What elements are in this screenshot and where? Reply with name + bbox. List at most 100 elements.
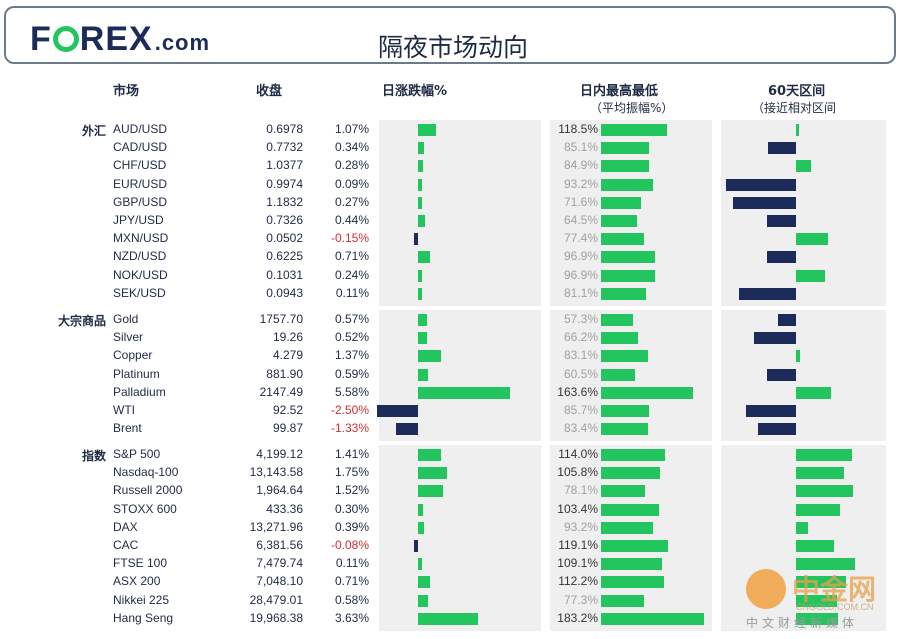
watermark-brand: 中金网 — [792, 573, 877, 606]
market-name: Brent — [113, 421, 142, 436]
table-row[interactable]: Nikkei 225 28,479.01 0.58% 77.3% — [0, 593, 903, 611]
range-value: 78.1% — [563, 483, 598, 498]
range60-bar — [796, 269, 826, 282]
table-row[interactable]: FTSE 100 7,479.74 0.11% 109.1% — [0, 556, 903, 574]
market-name: CHF/USD — [113, 158, 167, 173]
watermark-url: CNGOLD.COM.CN — [796, 602, 874, 612]
change-bar — [418, 124, 436, 136]
table-row[interactable]: NZD/USD 0.6225 0.71% 96.9% — [0, 249, 903, 267]
range60-bar — [796, 233, 828, 246]
table-row[interactable]: 外汇 AUD/USD 0.6978 1.07% 118.5% — [0, 122, 903, 140]
change-bar — [414, 233, 418, 246]
range60-bar — [766, 215, 796, 227]
close-value: 4,199.12 — [256, 447, 303, 461]
header-banner: F REX.com 隔夜市场动向 — [4, 6, 896, 64]
table-row[interactable]: WTI 92.52 -2.50% 85.7% — [0, 403, 903, 421]
market-name: S&P 500 — [113, 447, 161, 461]
range60-bar — [754, 332, 796, 345]
change-bar — [418, 558, 422, 571]
range60-bar — [796, 485, 854, 498]
range-bar — [601, 287, 647, 300]
market-name: Gold — [113, 312, 139, 326]
change-value: 0.30% — [334, 501, 369, 516]
range-value: 114.0% — [558, 447, 598, 461]
panel-p60-1 — [721, 310, 886, 442]
change-bar — [418, 594, 428, 607]
change-value: 0.71% — [334, 249, 369, 264]
range60-bar — [768, 142, 796, 155]
table-row[interactable]: Russell 2000 1,964.64 1.52% 78.1% — [0, 483, 903, 501]
change-value: 3.63% — [334, 610, 369, 625]
market-name: FTSE 100 — [113, 556, 168, 571]
market-name: CAD/USD — [113, 140, 168, 155]
range60-bar — [796, 467, 844, 480]
table-row[interactable]: JPY/USD 0.7326 0.44% 64.5% — [0, 213, 903, 231]
range-value: 96.9% — [563, 249, 598, 264]
market-name: WTI — [113, 403, 135, 417]
change-value: -1.33% — [330, 421, 369, 436]
close-value: 99.87 — [272, 421, 303, 436]
range-bar — [601, 540, 668, 552]
table-row[interactable]: EUR/USD 0.9974 0.09% 93.2% — [0, 177, 903, 195]
range-bar — [601, 332, 639, 345]
table-row[interactable]: 大宗商品 Gold 1757.70 0.57% 57.3% — [0, 312, 903, 330]
range-value: 112.2% — [558, 574, 598, 589]
watermark-tagline: 中文财经新媒体 — [746, 616, 859, 630]
table-row[interactable]: NOK/USD 0.1031 0.24% 96.9% — [0, 268, 903, 286]
table-row[interactable]: CHF/USD 1.0377 0.28% 84.9% — [0, 158, 903, 176]
range-value: 60.5% — [563, 366, 598, 381]
range-value: 66.2% — [563, 330, 598, 345]
table-row[interactable]: Nasdaq-100 13,143.58 1.75% 105.8% — [0, 465, 903, 483]
change-bar — [418, 503, 423, 516]
table-row[interactable]: ASX 200 7,048.10 0.71% 112.2% — [0, 574, 903, 592]
table-row[interactable]: 指数 S&P 500 4,199.12 1.41% 114.0% — [0, 447, 903, 465]
range-bar — [601, 594, 645, 607]
table-row[interactable]: Silver 19.26 0.52% 66.2% — [0, 330, 903, 348]
range60-bar — [796, 386, 831, 399]
range-value: 77.4% — [563, 231, 598, 246]
range-bar — [601, 160, 649, 173]
table-row[interactable]: STOXX 600 433.36 0.30% 103.4% — [0, 502, 903, 520]
range-bar — [601, 124, 668, 136]
range-value: 77.3% — [563, 592, 598, 607]
market-name: JPY/USD — [113, 213, 164, 227]
change-bar — [418, 576, 430, 589]
range-bar — [601, 142, 649, 155]
table-row[interactable]: Hang Seng 19,968.38 3.63% 183.2% — [0, 611, 903, 629]
range60-bar — [796, 558, 855, 571]
range-bar — [601, 612, 704, 625]
close-value: 13,271.96 — [249, 519, 303, 534]
table-row[interactable]: CAC 6,381.56 -0.08% 119.1% — [0, 538, 903, 556]
range-value: 71.6% — [563, 194, 598, 209]
change-value: 0.11% — [335, 285, 369, 300]
table-row[interactable]: Platinum 881.90 0.59% 60.5% — [0, 367, 903, 385]
range-bar — [601, 386, 693, 399]
panel-chg-2 — [379, 445, 541, 631]
table-row[interactable]: GBP/USD 1.1832 0.27% 71.6% — [0, 195, 903, 213]
range60-bar — [796, 540, 834, 552]
table-row[interactable]: Palladium 2147.49 5.58% 163.6% — [0, 385, 903, 403]
watermark-logo-icon — [746, 569, 786, 609]
range-bar — [601, 503, 659, 516]
close-value: 0.6978 — [266, 122, 303, 136]
range-bar — [601, 350, 648, 363]
change-bar — [418, 368, 428, 381]
table-row[interactable]: Brent 99.87 -1.33% 83.4% — [0, 421, 903, 439]
range-bar — [601, 485, 645, 498]
change-value: -2.50% — [330, 403, 369, 417]
change-bar — [418, 521, 425, 534]
range-value: 83.1% — [563, 348, 598, 363]
table-row[interactable]: MXN/USD 0.0502 -0.15% 77.4% — [0, 231, 903, 249]
close-value: 0.0502 — [266, 231, 303, 246]
range-value: 103.4% — [557, 501, 598, 516]
change-bar — [418, 350, 441, 363]
table-row[interactable]: CAD/USD 0.7732 0.34% 85.1% — [0, 140, 903, 158]
change-value: -0.15% — [330, 231, 369, 246]
range-value: 93.2% — [563, 519, 598, 534]
forex-logo[interactable]: F REX.com — [30, 20, 211, 58]
table-row[interactable]: SEK/USD 0.0943 0.11% 81.1% — [0, 286, 903, 304]
table-row[interactable]: Copper 4.279 1.37% 83.1% — [0, 348, 903, 366]
market-name: Nasdaq-100 — [113, 465, 179, 480]
table-row[interactable]: DAX 13,271.96 0.39% 93.2% — [0, 520, 903, 538]
panel-chg-0 — [379, 120, 541, 306]
